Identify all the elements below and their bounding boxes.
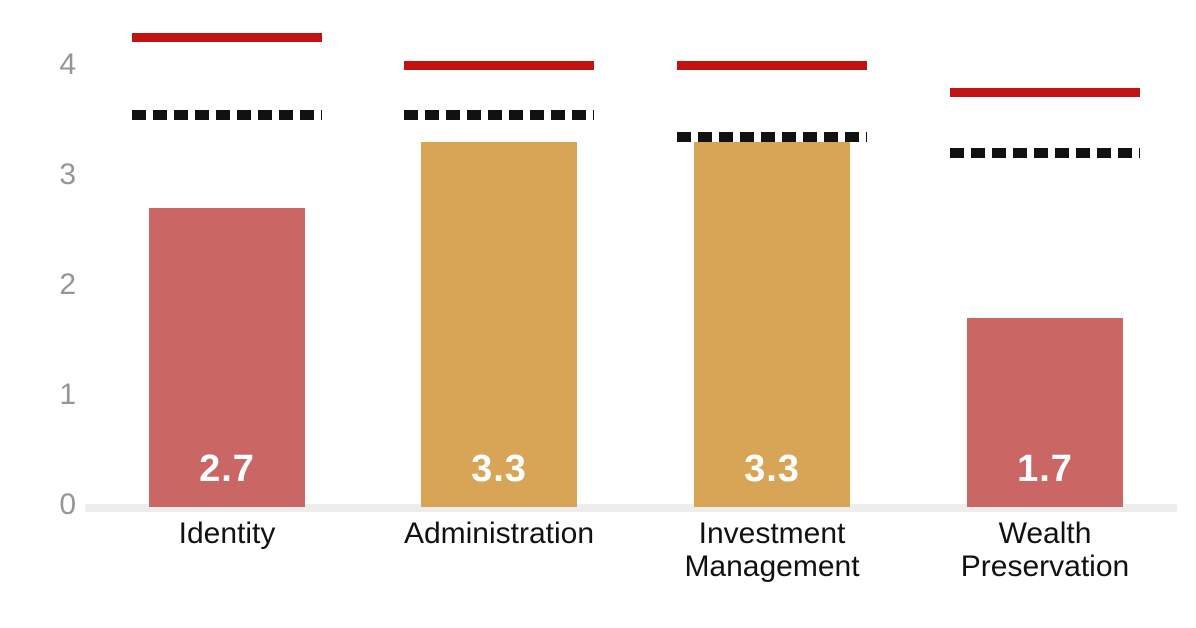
y-tick-label: 4 <box>59 48 76 81</box>
dashed-black-reference-line <box>950 148 1140 158</box>
dashed-black-reference-line <box>404 109 594 120</box>
x-category-label-administration: Administration <box>354 517 644 550</box>
x-category-label-line: Wealth <box>998 517 1092 550</box>
x-category-label-investment-management: Investment Management <box>627 517 917 583</box>
y-tick-label: 3 <box>59 158 76 191</box>
y-tick-label: 1 <box>59 378 76 411</box>
bar-investment-management: 3.3 <box>694 142 850 507</box>
bar-identity: 2.7 <box>149 208 305 507</box>
y-tick-label: 0 <box>59 488 76 521</box>
x-category-label-line: Identity <box>178 517 276 550</box>
bar-value-label: 3.3 <box>744 448 800 490</box>
solid-red-reference-line <box>677 60 867 70</box>
bar-administration: 3.3 <box>421 142 577 507</box>
x-category-label-line: Management <box>684 550 860 583</box>
bar-value-label: 1.7 <box>1017 448 1073 490</box>
dashed-black-reference-line <box>677 131 867 142</box>
solid-red-reference-line <box>132 33 322 42</box>
x-category-label-identity: Identity <box>82 517 372 550</box>
x-category-label-line: Investment <box>698 517 846 550</box>
x-category-label-line: Administration <box>403 517 595 550</box>
solid-red-reference-line <box>950 88 1140 97</box>
x-category-label-line: Preservation <box>960 550 1130 583</box>
y-tick-label: 2 <box>59 268 76 301</box>
x-axis-baseline <box>85 504 1177 512</box>
bar-wealth-preservation: 1.7 <box>967 318 1123 507</box>
x-category-label-wealth-preservation: Wealth Preservation <box>900 517 1190 583</box>
dashed-black-reference-line <box>132 109 322 120</box>
bar-value-label: 2.7 <box>199 448 255 490</box>
bar-value-label: 3.3 <box>471 448 527 490</box>
solid-red-reference-line <box>404 60 594 70</box>
